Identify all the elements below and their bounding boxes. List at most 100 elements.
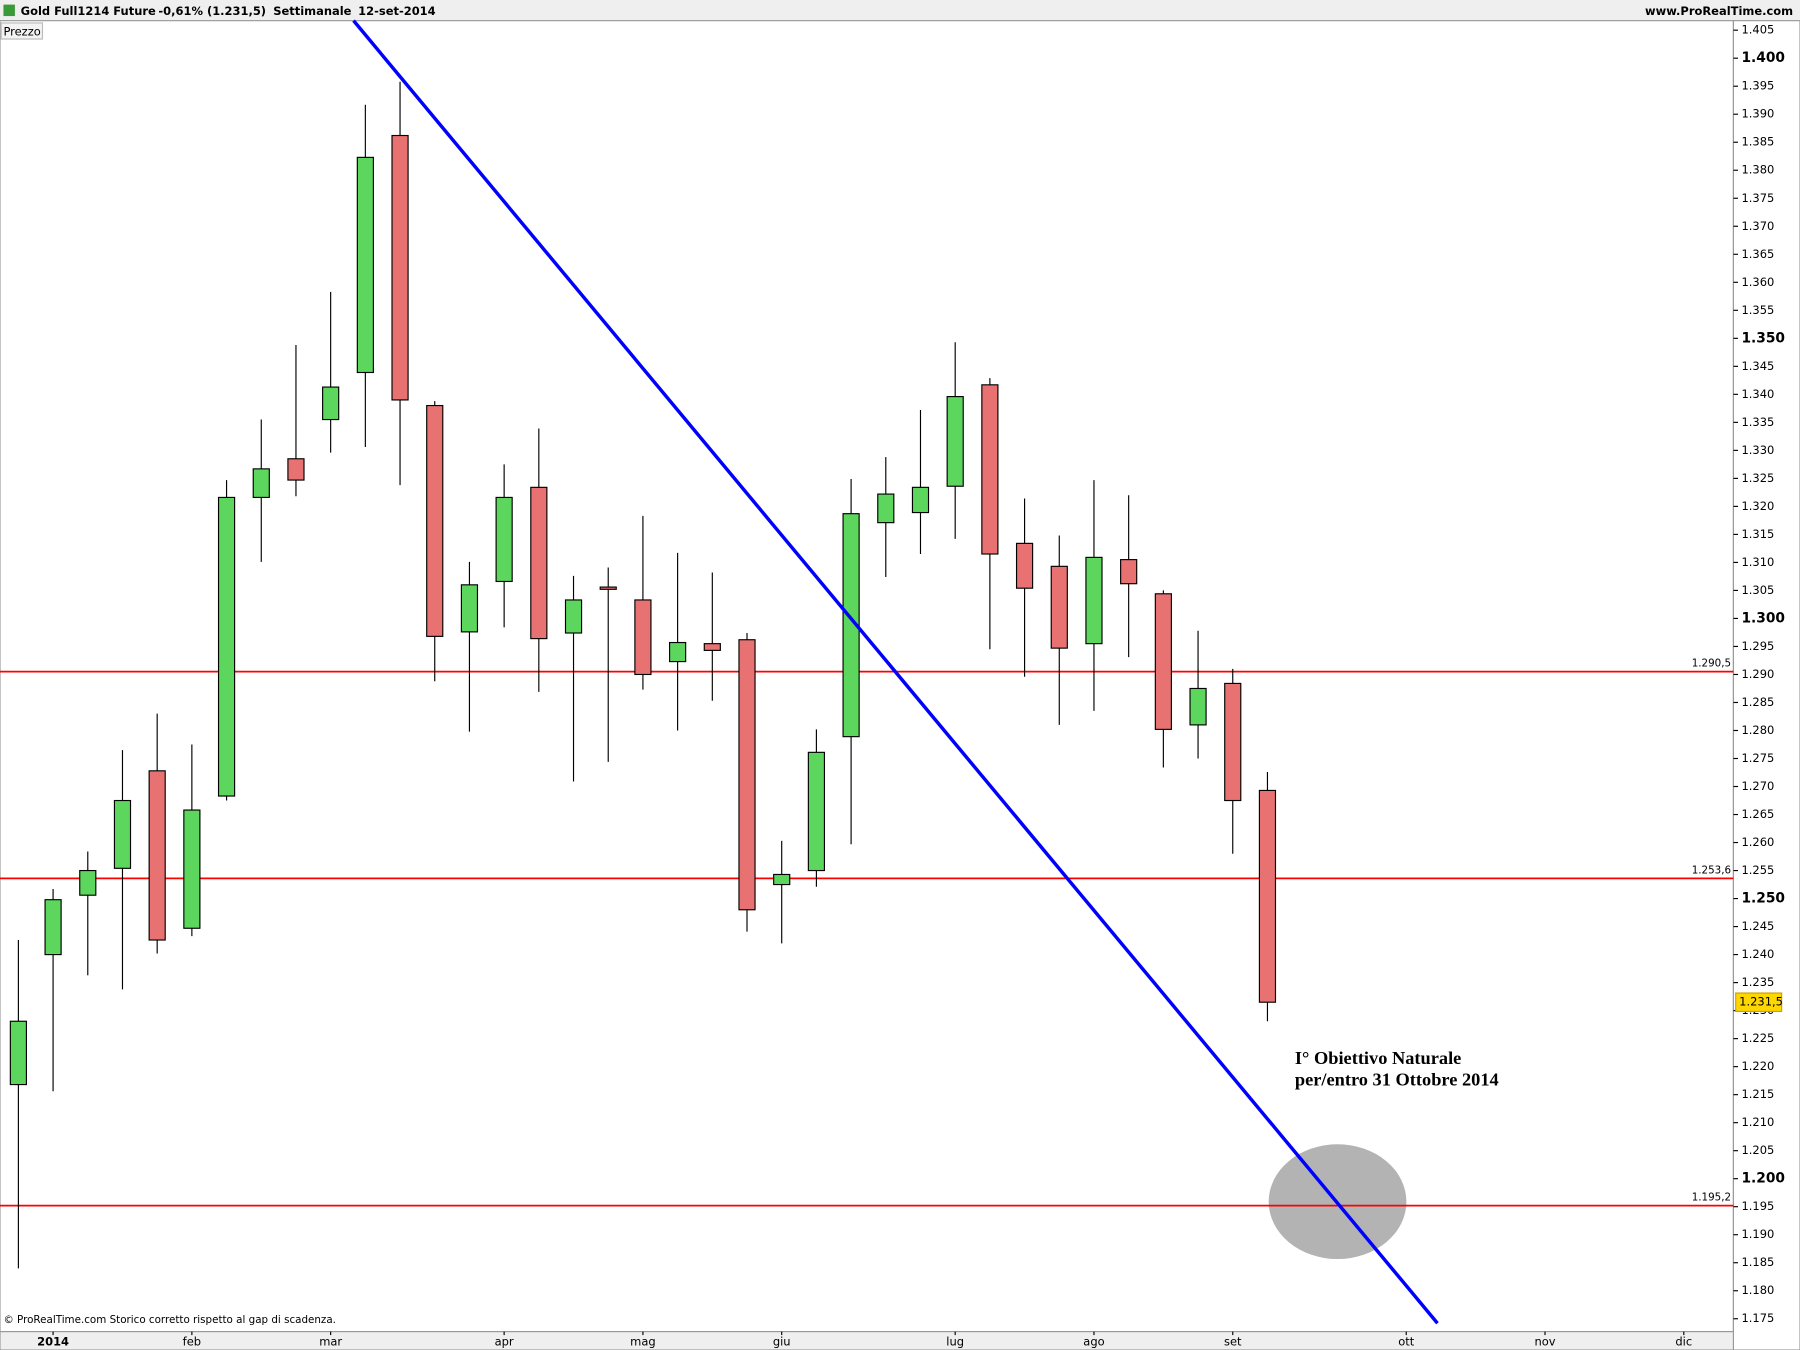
candle-body [1224, 682, 1242, 802]
candle-body [1189, 687, 1207, 726]
y-tick-label: 1.300 [1741, 610, 1785, 626]
y-tick-label: 1.355 [1741, 303, 1774, 317]
y-tick-label: 1.385 [1741, 135, 1774, 149]
candle-body [911, 486, 930, 514]
x-tick-label: mag [630, 1334, 655, 1348]
y-tick-label: 1.325 [1741, 471, 1774, 485]
candle-body [564, 599, 583, 634]
candle-body [183, 809, 201, 929]
y-tick-label: 1.270 [1741, 779, 1774, 793]
x-tick-label: lug [946, 1334, 964, 1348]
y-tick-label: 1.360 [1741, 275, 1774, 289]
candle-body [1015, 542, 1034, 589]
level-label: 1.195,2 [1692, 1192, 1731, 1204]
candle-body [807, 751, 826, 872]
candle-body [877, 493, 895, 524]
x-tick-label: 2014 [37, 1334, 69, 1348]
candle-body [530, 486, 548, 640]
period: Settimanale [273, 4, 351, 18]
candle-body [1085, 556, 1103, 645]
y-tick-label: 1.390 [1741, 107, 1774, 121]
y-tick-label: 1.200 [1741, 1171, 1785, 1187]
y-tick-label: 1.340 [1741, 387, 1774, 401]
y-tick-label: 1.375 [1741, 191, 1774, 205]
y-tick-label: 1.280 [1741, 723, 1774, 737]
y-tick-label: 1.365 [1741, 247, 1774, 261]
candle-body [113, 799, 132, 869]
candle-body [738, 639, 756, 911]
y-tick-label: 1.210 [1741, 1115, 1774, 1129]
y-tick-label: 1.255 [1741, 863, 1774, 877]
candle-body [1258, 789, 1277, 1003]
site: www.ProRealTime.com [1645, 4, 1793, 18]
y-tick-label: 1.245 [1741, 919, 1774, 933]
y-tick-label: 1.400 [1741, 50, 1785, 66]
y-tick-label: 1.235 [1741, 975, 1774, 989]
candle-body [252, 468, 270, 499]
y-tick-label: 1.260 [1741, 835, 1774, 849]
x-tick-label: giu [773, 1334, 791, 1348]
y-tick-label: 1.370 [1741, 219, 1774, 233]
y-tick-label: 1.265 [1741, 807, 1774, 821]
y-tick-label: 1.290 [1741, 667, 1774, 681]
candle-body [842, 513, 860, 738]
y-tick-label: 1.335 [1741, 415, 1774, 429]
y-tick-label: 1.380 [1741, 163, 1774, 177]
x-tick-label: ago [1083, 1334, 1104, 1348]
y-tick-label: 1.345 [1741, 359, 1774, 373]
x-tick-label: dic [1675, 1334, 1692, 1348]
candle-body [669, 641, 687, 663]
candle-body [773, 873, 791, 886]
x-tick-label: mar [319, 1334, 342, 1348]
candle-body [391, 134, 409, 401]
date: 12-set-2014 [358, 4, 436, 18]
y-axis-area [1732, 20, 1800, 1350]
annotation: I° Obiettivo Naturale [1295, 1048, 1461, 1068]
y-tick-label: 1.320 [1741, 499, 1774, 513]
y-tick-label: 1.240 [1741, 947, 1774, 961]
candle-body [495, 496, 513, 583]
last-price-label: 1.231,5 [1739, 995, 1783, 1009]
candle-body [703, 643, 721, 651]
candle-body [356, 156, 374, 374]
last-price-box [1735, 992, 1783, 1012]
footer: © ProRealTime.com Storico corretto rispe… [3, 1314, 336, 1326]
panel-label: Prezzo [3, 25, 40, 39]
y-tick-label: 1.215 [1741, 1087, 1774, 1101]
candle-body [217, 496, 236, 797]
x-axis-area [0, 1331, 1734, 1350]
candle-body [322, 386, 340, 421]
y-tick-label: 1.315 [1741, 527, 1774, 541]
logo-icon [3, 4, 15, 17]
instrument: Gold Full1214 Future [21, 4, 156, 18]
panel-label-box [0, 22, 44, 40]
y-tick-label: 1.310 [1741, 555, 1774, 569]
level-label: 1.253,6 [1692, 864, 1731, 876]
candle-body [1154, 593, 1172, 730]
change: -0,61% (1.231,5) [158, 4, 266, 18]
candle-body [1050, 565, 1068, 649]
x-tick-label: ott [1398, 1334, 1415, 1348]
x-tick-label: nov [1534, 1334, 1555, 1348]
y-tick-label: 1.175 [1741, 1311, 1774, 1325]
y-tick-label: 1.225 [1741, 1031, 1774, 1045]
y-tick-label: 1.275 [1741, 751, 1774, 765]
candle-body [287, 458, 305, 481]
plot-area [0, 20, 1734, 1333]
y-tick-label: 1.405 [1741, 23, 1774, 37]
candle-body [1120, 559, 1138, 585]
y-tick-label: 1.195 [1741, 1199, 1774, 1213]
y-tick-label: 1.295 [1741, 639, 1774, 653]
candle-body [946, 396, 964, 487]
candle-body [44, 899, 62, 956]
candle-body [460, 584, 479, 633]
y-tick-label: 1.285 [1741, 695, 1774, 709]
y-tick-label: 1.185 [1741, 1255, 1774, 1269]
candle-body [426, 404, 444, 637]
y-tick-label: 1.305 [1741, 583, 1774, 597]
candle-body [9, 1020, 27, 1086]
trendline [352, 19, 1439, 1325]
y-tick-label: 1.220 [1741, 1059, 1774, 1073]
